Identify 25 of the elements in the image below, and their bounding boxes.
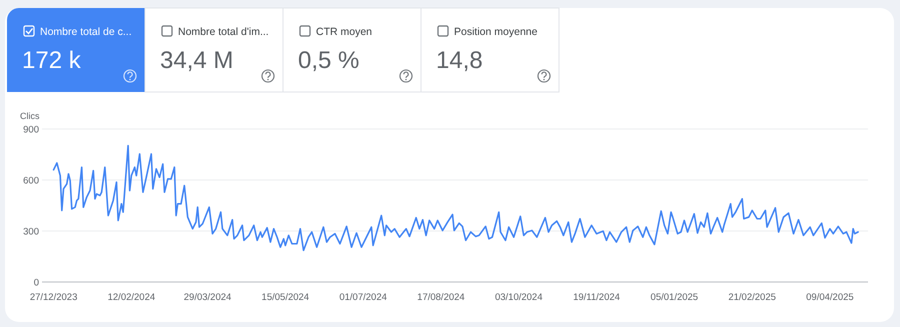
text: Nombre total d'im...	[178, 26, 269, 38]
text: 172 k	[22, 47, 82, 74]
x-tick-label: 27/12/2023	[30, 292, 78, 303]
x-tick-label: 15/05/2024	[262, 292, 310, 303]
text: 34,4 M	[160, 47, 234, 74]
text: 14,8	[436, 47, 483, 74]
text: Nombre total de c...	[40, 26, 132, 38]
y-tick-label: 300	[23, 226, 39, 238]
y-tick-label: 900	[23, 124, 39, 136]
y-tick-label: 0	[34, 278, 39, 288]
x-tick-label: 29/03/2024	[184, 292, 232, 303]
x-tick-label: 03/10/2024	[494, 292, 543, 303]
x-tick-label: 01/07/2024	[339, 292, 387, 303]
line-series	[52, 144, 859, 252]
x-tick-label: 21/02/2025	[728, 292, 776, 303]
x-tick-label: 09/04/2025	[806, 292, 854, 303]
text: 0,5 %	[298, 47, 360, 74]
x-tick-label: 17/08/2024	[417, 292, 465, 303]
y-tick-label: 600	[23, 176, 39, 186]
y-axis-title: Clics	[20, 111, 40, 121]
x-tick-label: 05/01/2025	[650, 292, 698, 303]
x-tick-label: 12/02/2024	[108, 292, 156, 303]
text: Position moyenne	[454, 26, 538, 38]
text: CTR moyen	[316, 26, 372, 38]
x-tick-label: 19/11/2024	[573, 292, 620, 303]
